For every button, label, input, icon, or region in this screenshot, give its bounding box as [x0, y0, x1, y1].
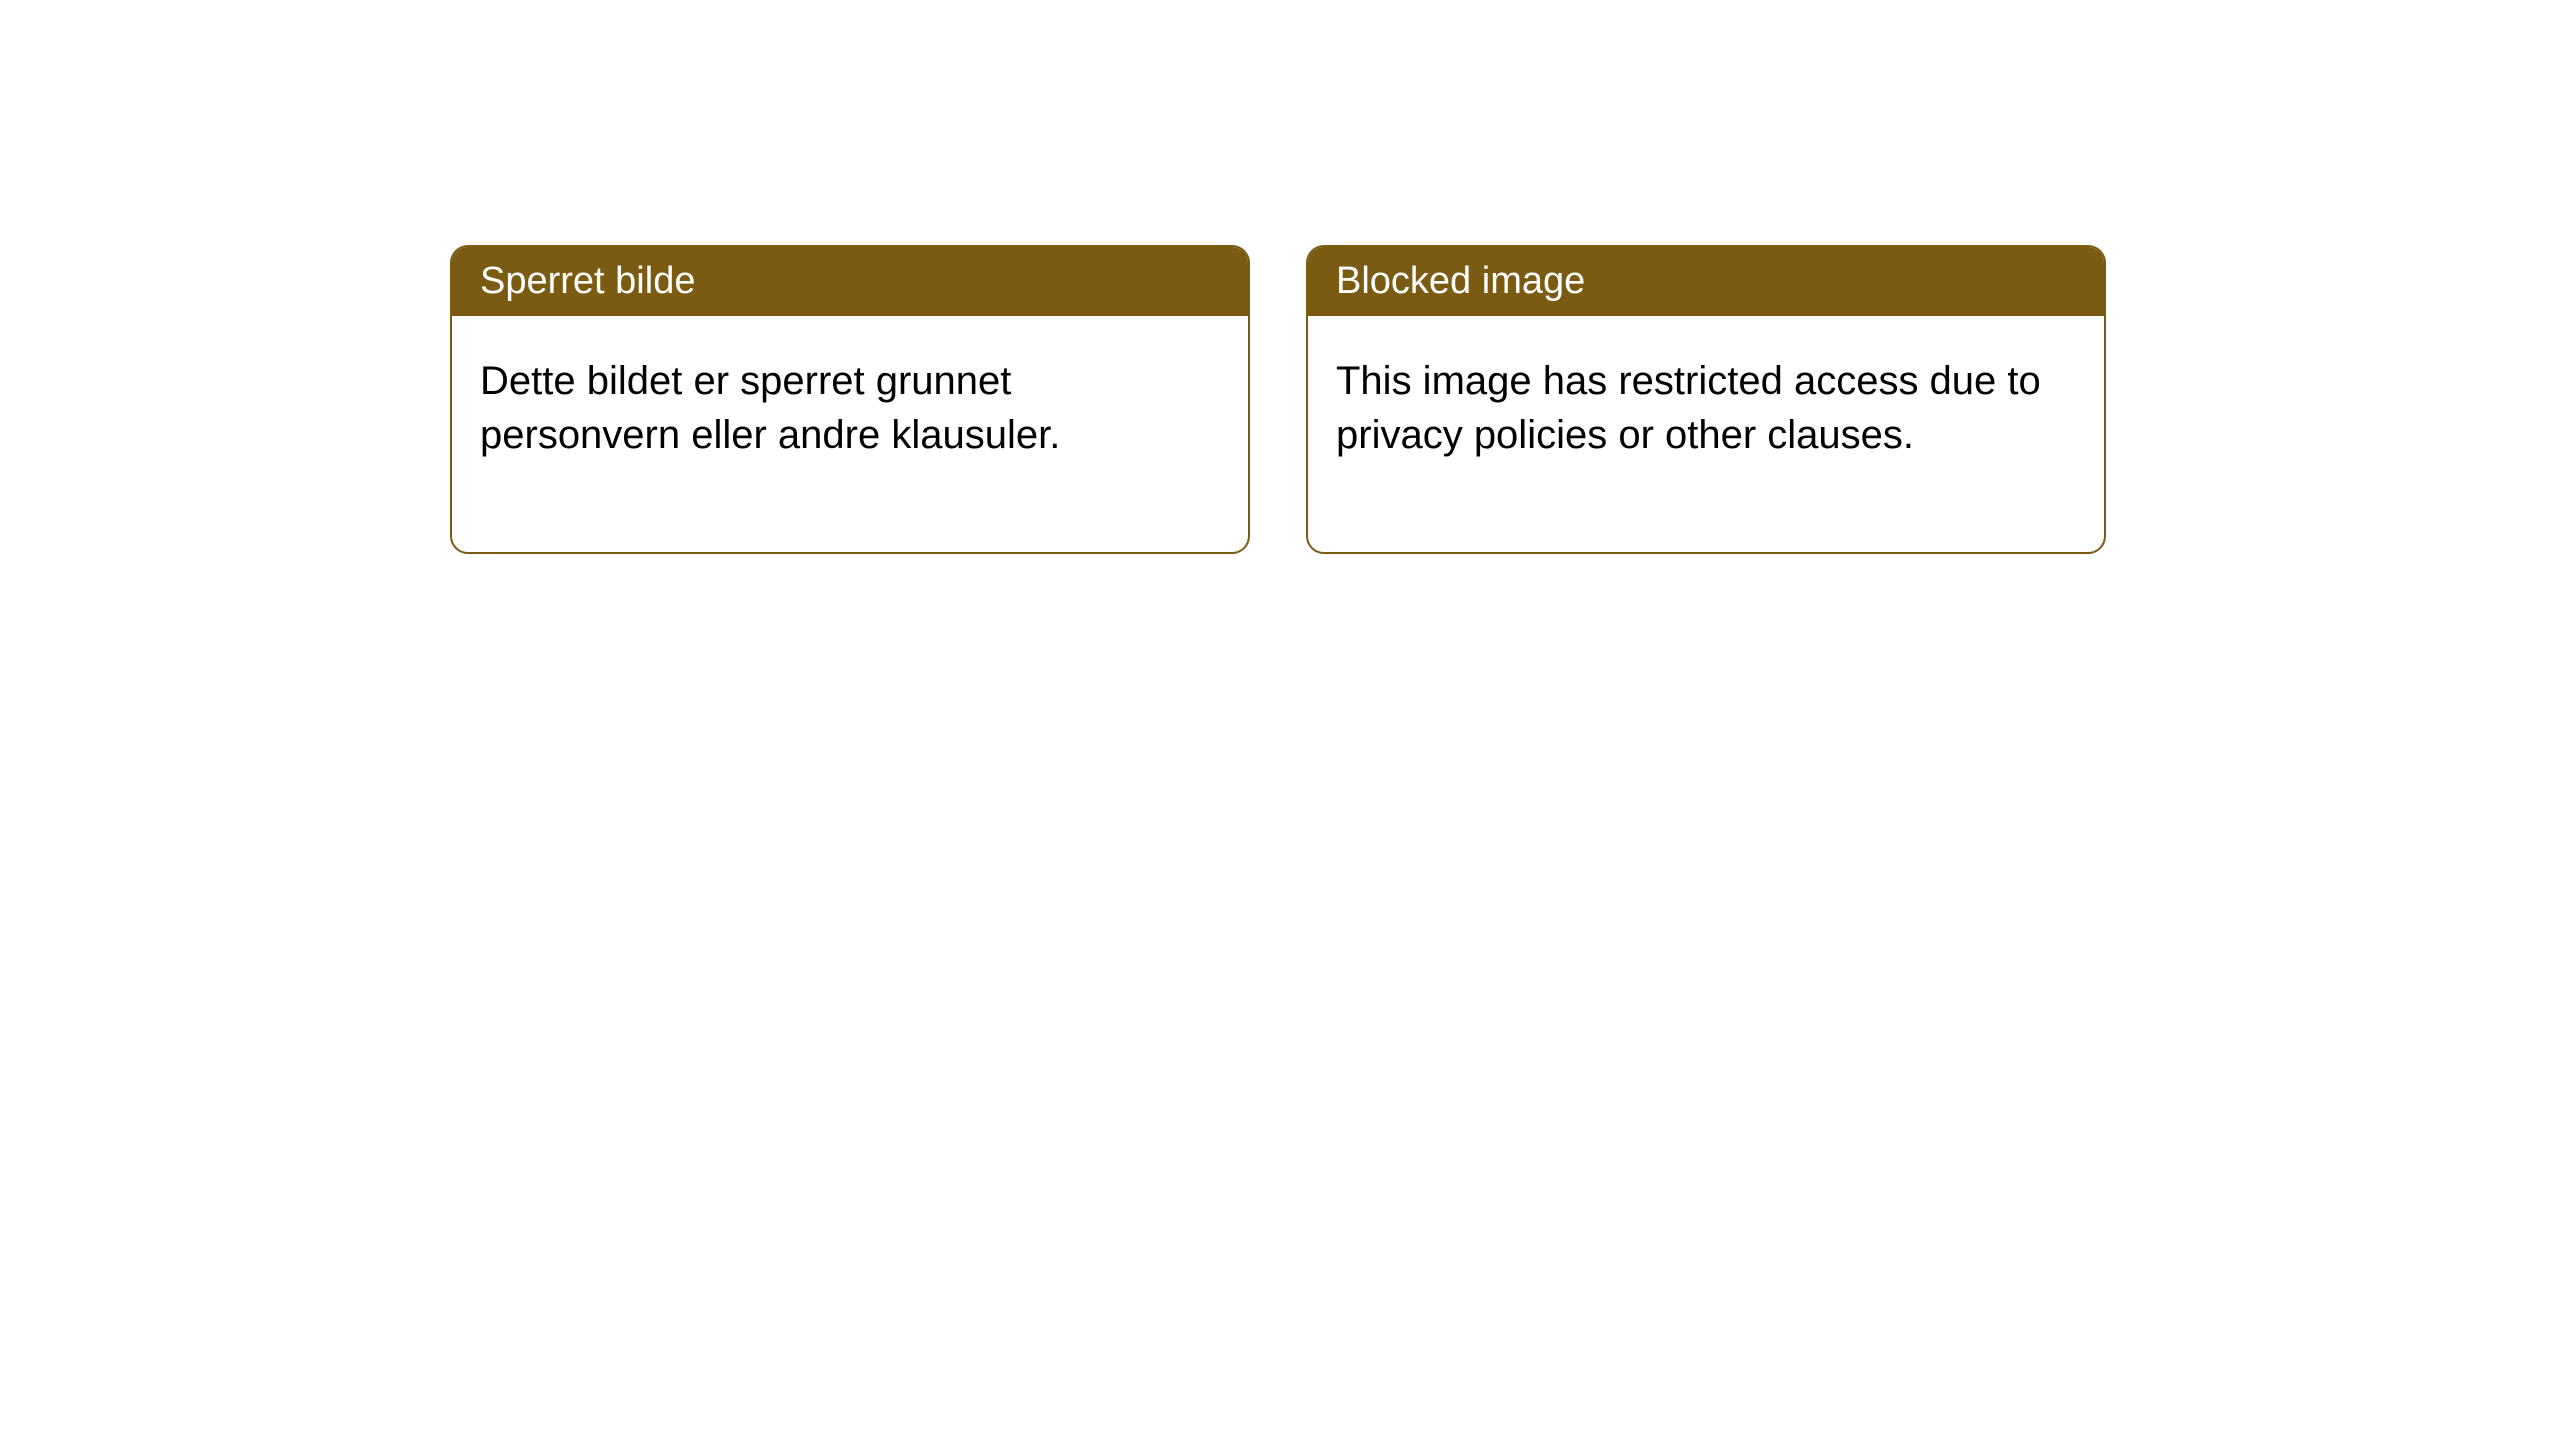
notice-header-en: Blocked image — [1308, 247, 2104, 316]
notice-body-no: Dette bildet er sperret grunnet personve… — [452, 316, 1248, 552]
notice-header-no: Sperret bilde — [452, 247, 1248, 316]
notice-box-no: Sperret bilde Dette bildet er sperret gr… — [450, 245, 1250, 554]
notice-body-en: This image has restricted access due to … — [1308, 316, 2104, 552]
notice-container: Sperret bilde Dette bildet er sperret gr… — [450, 245, 2106, 554]
notice-box-en: Blocked image This image has restricted … — [1306, 245, 2106, 554]
